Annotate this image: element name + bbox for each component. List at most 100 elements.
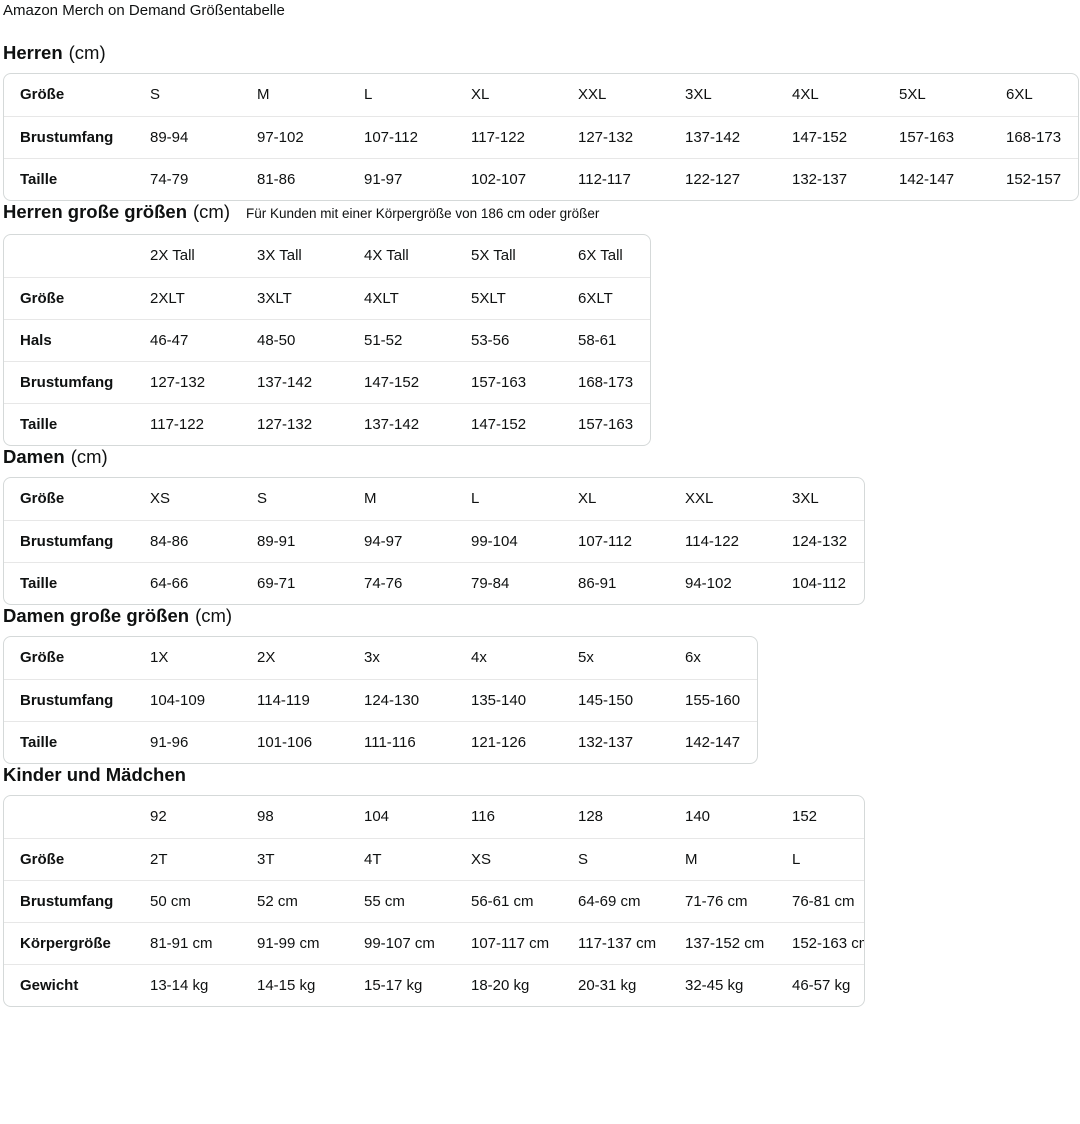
row-label-cell xyxy=(4,796,134,838)
data-cell: 5XLT xyxy=(455,277,562,319)
data-cell: 127-132 xyxy=(562,116,669,158)
table-row: 92 98 104 116 128 140 152 xyxy=(4,796,864,838)
data-cell: 46-57 kg xyxy=(776,964,864,1006)
data-cell: S xyxy=(150,86,161,103)
data-cell: 55 cm xyxy=(348,880,455,922)
row-label-cell: Brustumfang xyxy=(4,361,134,403)
data-cell: 168-173 xyxy=(562,361,650,403)
data-cell: XS xyxy=(150,490,171,507)
data-cell: 5X Tall xyxy=(471,247,516,264)
data-cell: 147-152 xyxy=(455,403,562,445)
data-cell: 99-107 cm xyxy=(348,922,455,964)
data-cell: 117-137 cm xyxy=(562,922,669,964)
data-cell: S xyxy=(257,490,268,507)
section-heading-text: Damen große größen xyxy=(3,605,190,626)
data-cell: 3XLT xyxy=(241,277,348,319)
table-row: Brustumfang 50 cm 52 cm 55 cm 56-61 cm 64-69 … xyxy=(4,880,864,922)
data-cell: 157-163 xyxy=(455,361,562,403)
data-cell: 2X Tall xyxy=(150,247,195,264)
table-row: Größe 2XLT 3XLT 4XLT 5XLT 6XLT xyxy=(4,277,650,319)
row-label-cell: Größe xyxy=(20,649,65,666)
data-cell: 51-52 xyxy=(348,319,455,361)
data-cell: 132-137 xyxy=(562,721,669,763)
data-cell: 81-86 xyxy=(241,158,348,200)
data-cell: 132-137 xyxy=(776,158,883,200)
data-cell: 92 xyxy=(150,808,167,825)
table-row: Größe S M L XL XXL 3XL 4XL 5XL 6XL xyxy=(4,74,1078,116)
data-cell: 122-127 xyxy=(669,158,776,200)
data-cell: 124-130 xyxy=(348,679,455,721)
row-label-cell: Körpergröße xyxy=(4,922,134,964)
section-heading-text: Kinder und Mädchen xyxy=(3,764,186,785)
section-heading-unit: (cm) xyxy=(70,446,108,467)
data-cell: 97-102 xyxy=(241,116,348,158)
table-row: Größe XS S M L XL XXL 3XL xyxy=(4,478,864,520)
section-heading: Damen große größen (cm) xyxy=(3,605,1077,626)
row-label-cell: Brustumfang xyxy=(4,116,134,158)
row-label-cell: Brustumfang xyxy=(4,520,134,562)
size-table-kinder-und-maedchen: 92 98 104 116 128 140 152 Größe 2T 3T 4T XS S M L Brust… xyxy=(3,795,865,1007)
data-cell: 6XL xyxy=(1006,86,1033,103)
row-label-cell: Taille xyxy=(4,562,134,604)
data-cell: 101-106 xyxy=(241,721,348,763)
data-cell: 4XLT xyxy=(348,277,455,319)
data-cell: 56-61 cm xyxy=(455,880,562,922)
size-section-kinder-und-maedchen: Kinder und Mädchen 92 98 104 116 128 140 152 Grö… xyxy=(3,764,1077,1007)
data-cell: 76-81 cm xyxy=(776,880,864,922)
data-cell: 127-132 xyxy=(241,403,348,445)
table-row: Taille 74-79 81-86 91-97 102-107 112-117 122-1… xyxy=(4,158,1078,200)
data-cell: 94-102 xyxy=(669,562,776,604)
data-cell: 91-96 xyxy=(134,721,241,763)
data-cell: S xyxy=(562,838,669,880)
data-cell: 13-14 kg xyxy=(134,964,241,1006)
data-cell: 155-160 xyxy=(669,679,757,721)
table-row: 2X Tall 3X Tall 4X Tall 5X Tall 6X Tall xyxy=(4,235,650,277)
data-cell: 64-69 cm xyxy=(562,880,669,922)
data-cell: XS xyxy=(455,838,562,880)
data-cell: 4x xyxy=(471,649,487,666)
data-cell: 142-147 xyxy=(883,158,990,200)
data-cell: 69-71 xyxy=(241,562,348,604)
size-table-herren-grosse-groessen: 2X Tall 3X Tall 4X Tall 5X Tall 6X Tall Größe… xyxy=(3,234,651,446)
data-cell: 50 cm xyxy=(134,880,241,922)
section-heading-unit: (cm) xyxy=(193,201,230,222)
data-cell: 152 xyxy=(792,808,818,825)
size-table-herren: Größe S M L XL XXL 3XL 4XL 5XL 6XL Brustumfang 89-9… xyxy=(3,73,1079,201)
data-cell: 104 xyxy=(364,808,390,825)
table-row: Brustumfang 89-94 97-102 107-112 117-122 127-… xyxy=(4,116,1078,158)
data-cell: 84-86 xyxy=(134,520,241,562)
data-cell: 91-97 xyxy=(348,158,455,200)
section-heading-text: Herren xyxy=(3,42,63,63)
data-cell: 114-119 xyxy=(241,679,348,721)
data-cell: 99-104 xyxy=(455,520,562,562)
section-heading-unit: (cm) xyxy=(195,605,233,626)
table-row: Brustumfang 84-86 89-91 94-97 99-104 107-112 1… xyxy=(4,520,864,562)
table-row: Brustumfang 127-132 137-142 147-152 157-163 1… xyxy=(4,361,650,403)
data-cell: XXL xyxy=(685,490,714,507)
data-cell: 4X Tall xyxy=(364,247,409,264)
data-cell: M xyxy=(257,86,270,103)
table-row: Größe 1X 2X 3x 4x 5x 6x xyxy=(4,637,757,679)
row-label-cell: Brustumfang xyxy=(4,679,134,721)
row-label-cell: Brustumfang xyxy=(4,880,134,922)
data-cell: 152-163 cm xyxy=(776,922,864,964)
data-cell: 117-122 xyxy=(455,116,562,158)
data-cell: 152-157 xyxy=(990,158,1078,200)
size-table-damen: Größe XS S M L XL XXL 3XL Brustumfang 84-86 89-91 9… xyxy=(3,477,865,605)
size-section-herren: Herren (cm) Größe S M L XL XXL 3XL 4XL 5XL 6XL Brust… xyxy=(3,42,1079,201)
data-cell: 168-173 xyxy=(990,116,1078,158)
data-cell: 111-116 xyxy=(348,721,455,763)
data-cell: 2XLT xyxy=(134,277,241,319)
data-cell: 4T xyxy=(348,838,455,880)
data-cell: 140 xyxy=(685,808,711,825)
data-cell: 89-94 xyxy=(134,116,241,158)
table-row: Hals 46-47 48-50 51-52 53-56 58-61 xyxy=(4,319,650,361)
data-cell: 48-50 xyxy=(241,319,348,361)
data-cell: M xyxy=(669,838,776,880)
data-cell: 91-99 cm xyxy=(241,922,348,964)
section-heading-note: Für Kunden mit einer Körpergröße von 186… xyxy=(245,206,600,221)
data-cell: 137-142 xyxy=(348,403,455,445)
row-label-cell: Größe xyxy=(4,277,134,319)
row-label-cell: Gewicht xyxy=(4,964,134,1006)
data-cell: 6XLT xyxy=(562,277,650,319)
